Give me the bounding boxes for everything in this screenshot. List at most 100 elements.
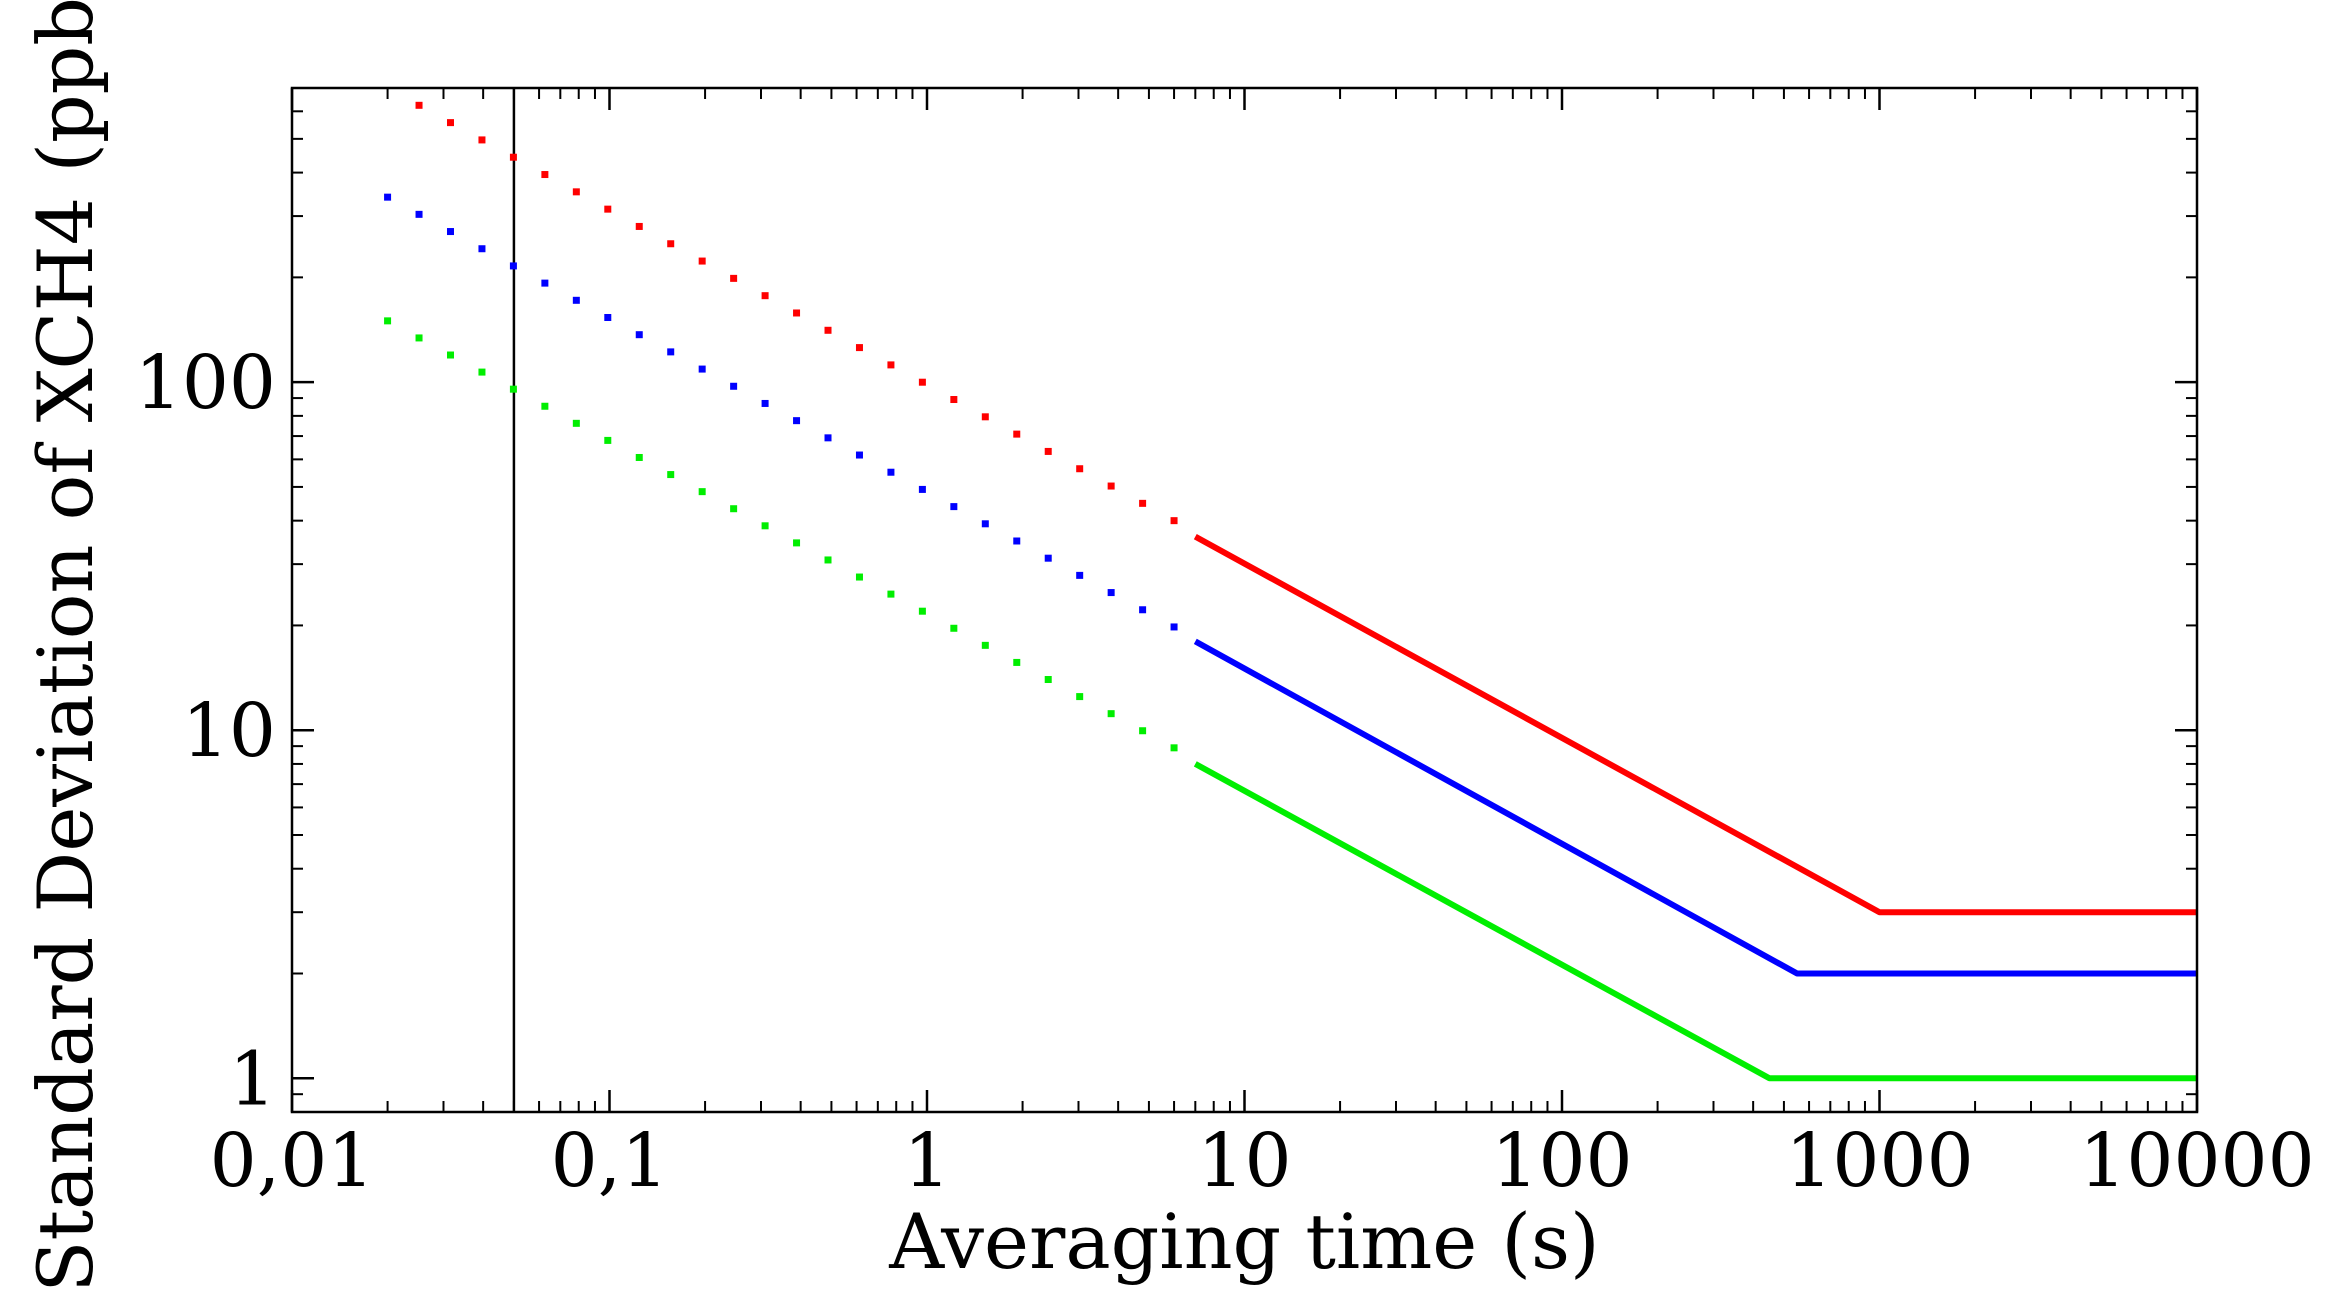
dot-red xyxy=(1013,430,1021,438)
series-group xyxy=(384,101,2197,1082)
dot-red xyxy=(509,153,517,161)
dot-green xyxy=(793,539,801,547)
dot-red xyxy=(887,361,895,369)
y-tick-labels: 1 10 100 xyxy=(135,340,276,1122)
dot-green xyxy=(509,385,517,393)
dot-blue xyxy=(855,451,863,459)
series-blue xyxy=(384,193,2197,977)
dot-blue xyxy=(761,399,769,407)
dot-red xyxy=(730,274,738,282)
x-tick-label: 100 xyxy=(1491,1118,1632,1204)
dot-red xyxy=(950,396,958,404)
dot-red xyxy=(1139,499,1147,507)
dot-blue xyxy=(509,262,517,270)
dot-green xyxy=(1170,744,1178,752)
dot-red xyxy=(604,205,612,213)
dot-green xyxy=(824,556,832,564)
dot-green xyxy=(1076,693,1084,701)
dot-blue xyxy=(667,348,675,356)
dot-blue xyxy=(478,245,486,253)
dot-blue xyxy=(918,485,926,493)
dot-green xyxy=(635,453,643,461)
minor-ticks xyxy=(292,88,2197,1112)
dot-green xyxy=(541,402,549,410)
dot-green xyxy=(981,641,989,649)
dot-red xyxy=(478,136,486,144)
dot-blue xyxy=(730,382,738,390)
dot-green xyxy=(887,590,895,598)
y-tick-label: 100 xyxy=(135,340,276,426)
dot-red xyxy=(1107,482,1115,490)
dot-blue xyxy=(1013,537,1021,545)
dot-blue xyxy=(793,417,801,425)
dot-blue xyxy=(1076,571,1084,579)
dot-blue xyxy=(981,520,989,528)
dot-red xyxy=(855,344,863,352)
dot-red xyxy=(541,171,549,179)
dot-green xyxy=(950,624,958,632)
dot-red xyxy=(761,292,769,300)
dot-blue xyxy=(572,296,580,304)
dot-green xyxy=(667,471,675,479)
dot-green xyxy=(855,573,863,581)
dot-blue xyxy=(1139,606,1147,614)
dot-green xyxy=(572,419,580,427)
series-red xyxy=(415,101,2197,916)
dot-blue xyxy=(887,468,895,476)
dot-blue xyxy=(1044,554,1052,562)
dot-green xyxy=(415,334,423,342)
dot-red xyxy=(918,378,926,386)
series-green xyxy=(384,317,2197,1082)
dot-red xyxy=(572,188,580,196)
major-ticks xyxy=(290,88,2199,1112)
dot-red xyxy=(1076,465,1084,473)
x-tick-label: 1000 xyxy=(1785,1118,1973,1204)
dot-blue xyxy=(415,210,423,218)
dot-green xyxy=(730,505,738,513)
dot-red xyxy=(1044,447,1052,455)
dot-green xyxy=(761,522,769,530)
dot-green xyxy=(1013,658,1021,666)
line-blue xyxy=(1193,638,2197,977)
dot-blue xyxy=(635,331,643,339)
dot-red xyxy=(667,240,675,248)
dot-red xyxy=(1170,517,1178,525)
y-axis-title: Standard Deviation of XCH4 (ppb) xyxy=(21,0,110,1293)
dot-green xyxy=(1107,710,1115,718)
dot-red xyxy=(793,309,801,317)
y-tick-label: 1 xyxy=(229,1036,276,1122)
dot-green xyxy=(604,436,612,444)
dot-blue xyxy=(950,503,958,511)
x-axis-title: Averaging time (s) xyxy=(888,1197,1599,1286)
dot-blue xyxy=(698,365,706,373)
x-tick-labels: 0,01 0,1 1 10 100 1000 10000 xyxy=(210,1118,2315,1204)
dot-blue xyxy=(1107,589,1115,597)
dot-red xyxy=(981,413,989,421)
dot-blue xyxy=(384,193,392,201)
dot-red xyxy=(415,101,423,109)
x-tick-label: 1 xyxy=(903,1118,950,1204)
dot-blue xyxy=(824,434,832,442)
x-tick-label: 0,1 xyxy=(551,1118,669,1204)
dot-red xyxy=(446,119,454,127)
y-tick-label: 10 xyxy=(182,688,276,774)
line-green xyxy=(1193,761,2197,1082)
dot-green xyxy=(1044,676,1052,684)
dot-blue xyxy=(541,279,549,287)
dot-green xyxy=(918,607,926,615)
x-tick-label: 10 xyxy=(1197,1118,1291,1204)
dot-red xyxy=(635,222,643,230)
dot-green xyxy=(384,317,392,325)
x-tick-label: 0,01 xyxy=(210,1118,375,1204)
dot-blue xyxy=(1170,623,1178,631)
dot-green xyxy=(446,351,454,359)
dot-red xyxy=(824,326,832,334)
x-tick-label: 10000 xyxy=(2079,1118,2314,1204)
dot-green xyxy=(1139,727,1147,735)
dot-green xyxy=(698,488,706,496)
dot-green xyxy=(478,368,486,376)
dot-blue xyxy=(604,314,612,322)
line-red xyxy=(1193,533,2197,916)
plot-frame xyxy=(290,86,2199,1114)
dot-blue xyxy=(446,228,454,236)
